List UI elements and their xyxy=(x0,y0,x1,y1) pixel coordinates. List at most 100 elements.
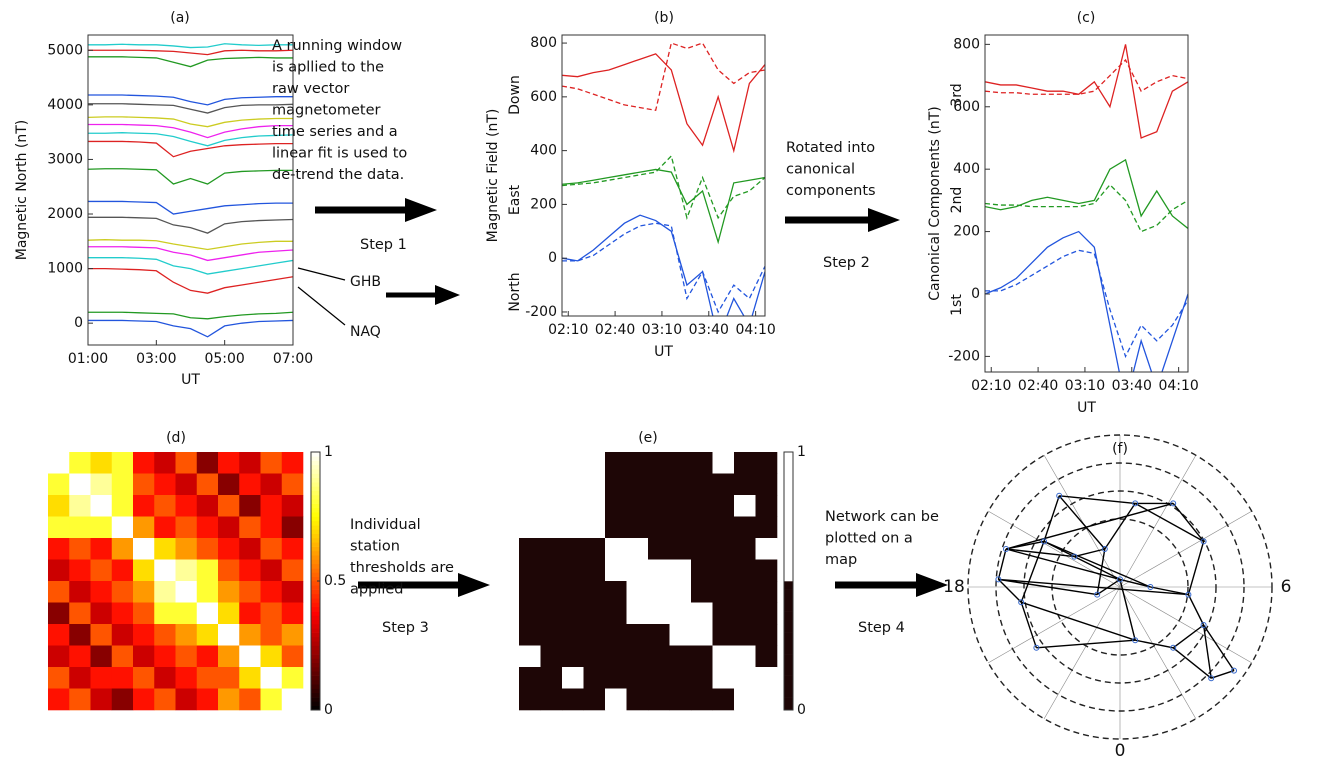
heatmap-cell xyxy=(133,516,155,539)
colorbar-segment xyxy=(784,542,793,547)
x-axis-label: UT xyxy=(654,344,673,360)
network-node xyxy=(1094,591,1101,598)
network-node xyxy=(1033,644,1040,651)
heatmap-cell xyxy=(583,581,606,603)
heatmap-cell xyxy=(281,516,304,539)
colorbar-segment xyxy=(784,525,793,530)
heatmap-cell xyxy=(691,559,713,582)
network-node xyxy=(1185,591,1192,598)
heatmap-cell xyxy=(218,538,240,560)
heatmap-cell xyxy=(755,602,778,625)
series-line xyxy=(985,58,1188,95)
heatmap-cell xyxy=(281,581,304,603)
network-edge xyxy=(1043,495,1060,542)
colorbar-segment xyxy=(784,486,793,491)
caption-line: map xyxy=(825,552,857,568)
heatmap-cell xyxy=(540,602,563,625)
heatmap-cell xyxy=(626,624,649,646)
colorbar-segment xyxy=(311,658,320,663)
heatmap-cell xyxy=(691,602,713,625)
y-group-label: Down xyxy=(507,75,523,115)
caption-line: Individual xyxy=(350,517,421,533)
heatmap-cell xyxy=(712,688,735,711)
heatmap-cell xyxy=(540,516,563,539)
network-node xyxy=(1170,500,1177,507)
heatmap-cell xyxy=(540,581,563,603)
heatmap-cell xyxy=(562,452,584,474)
y-axis-label: Magnetic Field (nT) xyxy=(485,109,501,243)
colorbar-segment xyxy=(784,473,793,479)
heatmap-cell xyxy=(691,516,713,539)
network-node xyxy=(1200,538,1207,545)
colorbar-segment xyxy=(784,632,793,638)
colorbar-segment xyxy=(784,598,793,603)
colorbar-segment xyxy=(311,469,320,474)
colorbar-segment xyxy=(784,675,793,681)
network-edge xyxy=(1074,555,1121,581)
colorbar-segment xyxy=(311,486,320,491)
ring xyxy=(995,462,1245,712)
network-edge xyxy=(1043,540,1151,588)
series-line xyxy=(985,183,1188,233)
heatmap-cell xyxy=(48,473,70,496)
heatmap-cell xyxy=(111,516,134,539)
heatmap-cell xyxy=(669,581,692,603)
polar-grid xyxy=(967,434,1273,740)
heatmap-cell xyxy=(583,559,606,582)
colorbar-segment xyxy=(784,593,793,599)
annotation: GHB xyxy=(350,274,381,290)
heatmap-cell xyxy=(90,667,113,689)
heatmap-cell xyxy=(734,538,756,560)
heatmap-cell xyxy=(540,688,563,711)
heatmap-cell xyxy=(562,688,584,711)
heatmap-cell xyxy=(239,495,261,517)
panel-title: (b) xyxy=(654,10,674,26)
heatmap-cell xyxy=(196,645,219,668)
heatmap-cell xyxy=(218,688,240,711)
heatmap-cell xyxy=(755,495,778,517)
network-edge xyxy=(1172,647,1212,679)
heatmap-cell xyxy=(260,559,283,582)
heatmap-cell xyxy=(260,538,283,560)
heatmap-cell xyxy=(48,667,70,689)
heatmap-cell xyxy=(239,624,261,646)
network-edge xyxy=(1150,586,1189,596)
heatmap-cell xyxy=(519,581,541,603)
heatmap-cell xyxy=(626,516,649,539)
colorbar-segment xyxy=(784,559,793,565)
colorbar-segment xyxy=(311,688,320,694)
heatmap-cell xyxy=(648,559,670,582)
series-line xyxy=(562,214,765,316)
heatmap-cell xyxy=(218,452,240,474)
heatmap-cell xyxy=(196,559,219,582)
colorbar-segment xyxy=(784,482,793,487)
series-line xyxy=(88,200,293,215)
heatmap-cell xyxy=(218,645,240,668)
heatmap-cell xyxy=(196,688,219,711)
series-line xyxy=(88,311,293,320)
heatmap-cell xyxy=(734,495,756,517)
heatmap-cell xyxy=(196,581,219,603)
colorbar-segment xyxy=(784,615,793,620)
heatmap-cell xyxy=(111,667,134,689)
heatmap-cell xyxy=(734,473,756,496)
heatmap-cell xyxy=(133,624,155,646)
colorbar-segment xyxy=(311,572,320,577)
heatmap-cell xyxy=(605,452,627,474)
network-edge xyxy=(997,578,1022,603)
caption-line: time series and a xyxy=(272,124,398,140)
heatmap-cell xyxy=(239,473,261,496)
heatmap-cell xyxy=(69,602,91,625)
heatmap-cell xyxy=(755,559,778,582)
x-tick-label: 05:00 xyxy=(204,351,244,367)
heatmap-cell xyxy=(69,495,91,517)
heatmap-cell xyxy=(239,516,261,539)
colorbar-segment xyxy=(311,697,320,702)
network-node xyxy=(995,576,1002,583)
heatmap-cell xyxy=(669,624,692,646)
heatmap-cell xyxy=(154,538,176,560)
series-line xyxy=(88,94,293,106)
colorbar-segment xyxy=(784,692,793,698)
colorbar-segment xyxy=(784,636,793,642)
caption-line: plotted on a xyxy=(825,531,913,547)
